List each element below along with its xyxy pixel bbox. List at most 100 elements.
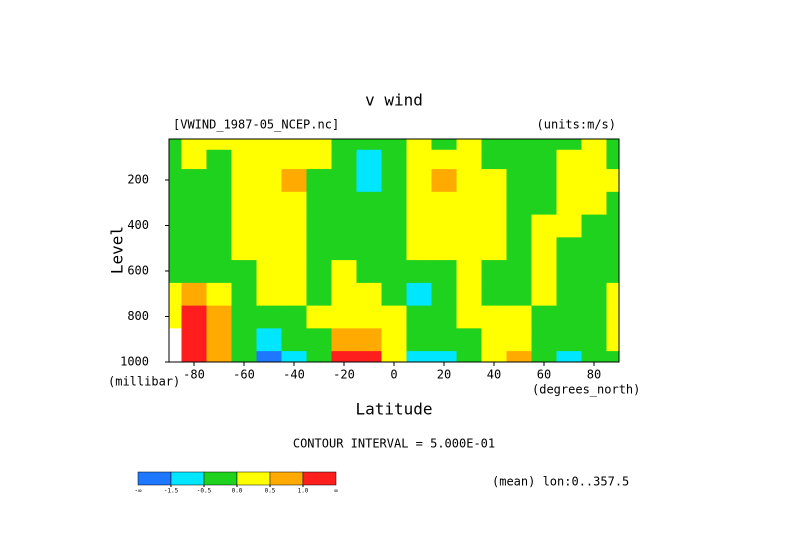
contour-cell	[456, 350, 482, 362]
contour-cell	[381, 149, 407, 170]
contour-cell	[581, 191, 607, 215]
colorbar-label: -∞	[134, 488, 142, 495]
contour-cell	[531, 149, 557, 170]
contour-cell	[331, 350, 357, 362]
contour-cell	[331, 327, 357, 352]
contour-cell	[381, 305, 407, 329]
contour-cell	[181, 350, 207, 362]
contour-cell	[556, 139, 582, 150]
contour-cell	[431, 327, 457, 352]
contour-cell	[456, 236, 482, 261]
y-tick-label: 1000	[120, 355, 149, 369]
contour-cell	[481, 305, 507, 329]
contour-cell	[206, 259, 232, 283]
contour-cell	[231, 214, 257, 238]
x-axis-label: Latitude	[355, 400, 432, 419]
contour-cell	[206, 350, 232, 362]
contour-cell	[381, 282, 407, 306]
contour-cell	[206, 327, 232, 352]
contour-cell	[356, 236, 382, 261]
y-tick-label: 800	[127, 309, 149, 323]
contour-cell	[206, 168, 232, 192]
contour-cell	[206, 139, 232, 150]
contour-cell	[331, 191, 357, 215]
contour-cell	[506, 149, 532, 170]
contour-cell	[581, 259, 607, 283]
contour-cell	[331, 214, 357, 238]
contour-cell	[306, 191, 332, 215]
contour-cell	[456, 139, 482, 150]
contour-cell	[481, 282, 507, 306]
x-axis-units: (degrees_north)	[532, 383, 640, 397]
y-axis-label: Level	[108, 226, 127, 274]
contour-cell	[581, 214, 607, 238]
contour-cell	[581, 327, 607, 352]
contour-cell	[431, 168, 457, 192]
contour-cell	[381, 327, 407, 352]
contour-cell	[256, 327, 282, 352]
contour-cell	[456, 168, 482, 192]
contour-cell	[481, 259, 507, 283]
contour-cell	[231, 327, 257, 352]
contour-cell	[606, 191, 619, 215]
y-tick-label: 200	[127, 172, 149, 186]
contour-cell	[531, 236, 557, 261]
contour-cell	[281, 282, 307, 306]
contour-cell	[169, 236, 182, 261]
colorbar-box	[302, 471, 337, 486]
contour-cell	[531, 191, 557, 215]
contour-cell	[169, 214, 182, 238]
contour-cell	[556, 305, 582, 329]
contour-cell	[306, 168, 332, 192]
contour-cell	[356, 259, 382, 283]
contour-cell	[331, 139, 357, 150]
contour-cell	[281, 214, 307, 238]
contour-cell	[456, 259, 482, 283]
contour-cell	[531, 327, 557, 352]
x-tick-label: -80	[183, 368, 205, 382]
contour-cell	[169, 139, 182, 150]
contour-cell	[281, 168, 307, 192]
contour-cell	[606, 168, 619, 192]
contour-interval: CONTOUR INTERVAL = 5.000E-01	[293, 437, 495, 451]
chart-title: v wind	[365, 91, 423, 110]
contour-cell	[406, 139, 432, 150]
units-label: (units:m/s)	[537, 118, 616, 132]
contour-cell	[506, 327, 532, 352]
contour-cell	[281, 139, 307, 150]
contour-cell	[281, 259, 307, 283]
colorbar-label: -0.5	[197, 488, 212, 495]
contour-cell	[231, 191, 257, 215]
contour-cell	[581, 350, 607, 362]
contour-cell	[456, 149, 482, 170]
x-tick-label: 80	[587, 368, 601, 382]
contour-cell	[306, 236, 332, 261]
contour-cell	[306, 350, 332, 362]
contour-cell	[231, 139, 257, 150]
contour-cell	[256, 168, 282, 192]
contour-cell	[406, 191, 432, 215]
contour-cell	[431, 149, 457, 170]
contour-cell	[356, 305, 382, 329]
contour-cell	[581, 282, 607, 306]
contour-cell	[556, 191, 582, 215]
colorbar-label: 0.5	[265, 488, 276, 495]
contour-cell	[281, 149, 307, 170]
y-tick-label: 400	[127, 218, 149, 232]
contour-cell	[506, 191, 532, 215]
contour-cell	[206, 236, 232, 261]
contour-cell	[556, 282, 582, 306]
contour-cell	[181, 191, 207, 215]
contour-cell	[556, 327, 582, 352]
contour-cell	[256, 350, 282, 362]
contour-cell	[531, 214, 557, 238]
contour-cell	[231, 168, 257, 192]
contour-cell	[556, 259, 582, 283]
contour-cell	[231, 236, 257, 261]
contour-cell	[381, 139, 407, 150]
contour-cell	[581, 139, 607, 150]
contour-cell	[531, 259, 557, 283]
contour-cell	[531, 282, 557, 306]
contour-cell	[606, 350, 619, 362]
contour-cell	[256, 236, 282, 261]
